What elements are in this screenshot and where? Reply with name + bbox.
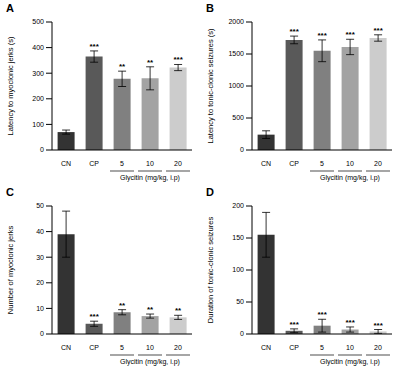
svg-text:10: 10 — [146, 344, 154, 351]
svg-text:0: 0 — [40, 330, 44, 337]
svg-text:1500: 1500 — [228, 50, 244, 57]
svg-text:5: 5 — [120, 344, 124, 351]
svg-text:CP: CP — [89, 160, 99, 167]
svg-text:***: *** — [345, 30, 355, 39]
svg-text:Latency to myoclonic jerks (s): Latency to myoclonic jerks (s) — [8, 36, 15, 135]
svg-text:10: 10 — [146, 160, 154, 167]
svg-text:**: ** — [147, 305, 154, 314]
svg-text:100: 100 — [232, 266, 244, 273]
svg-text:400: 400 — [32, 44, 44, 51]
svg-text:10: 10 — [346, 344, 354, 351]
svg-text:***: *** — [373, 26, 383, 35]
svg-text:**: ** — [119, 301, 126, 310]
svg-text:2000: 2000 — [228, 18, 244, 25]
svg-text:20: 20 — [174, 344, 182, 351]
svg-text:50: 50 — [36, 202, 44, 209]
svg-text:**: ** — [175, 306, 182, 315]
svg-text:***: *** — [317, 310, 327, 319]
svg-text:20: 20 — [374, 344, 382, 351]
svg-text:0: 0 — [240, 146, 244, 153]
html-text:D: D — [206, 186, 214, 198]
svg-text:Glycitin (mg/kg, i.p): Glycitin (mg/kg, i.p) — [120, 358, 180, 366]
html-text:A: A — [6, 2, 14, 14]
html-text:C: C — [6, 186, 14, 198]
svg-text:***: *** — [289, 320, 299, 329]
svg-text:1000: 1000 — [228, 82, 244, 89]
svg-text:Number of myoclonic jerks: Number of myoclonic jerks — [8, 226, 15, 315]
svg-text:Duration of tonic-clonic seizu: Duration of tonic-clonic seizures — [206, 217, 215, 324]
svg-text:***: *** — [317, 31, 327, 40]
svg-text:200: 200 — [232, 202, 244, 209]
html-text:B: B — [206, 2, 214, 14]
svg-text:150: 150 — [232, 234, 244, 241]
svg-text:10: 10 — [36, 305, 44, 312]
svg-text:***: *** — [173, 55, 183, 64]
svg-text:CN: CN — [61, 160, 71, 167]
svg-text:20: 20 — [374, 160, 382, 167]
svg-text:0: 0 — [40, 146, 44, 153]
svg-text:5: 5 — [320, 160, 324, 167]
svg-text:500: 500 — [232, 114, 244, 121]
svg-text:CP: CP — [89, 344, 99, 351]
svg-text:Glycitin (mg/kg, i.p): Glycitin (mg/kg, i.p) — [320, 174, 380, 182]
svg-text:40: 40 — [36, 228, 44, 235]
svg-text:20: 20 — [36, 279, 44, 286]
svg-text:500: 500 — [32, 18, 44, 25]
svg-text:100: 100 — [32, 121, 44, 128]
svg-text:**: ** — [147, 58, 154, 67]
svg-text:CN: CN — [61, 344, 71, 351]
svg-text:CP: CP — [289, 160, 299, 167]
svg-text:10: 10 — [346, 160, 354, 167]
svg-text:**: ** — [119, 62, 126, 71]
svg-text:***: *** — [373, 321, 383, 330]
svg-text:5: 5 — [120, 160, 124, 167]
svg-text:Latency to tonic-clonic seizur: Latency to tonic-clonic seizures (s) — [206, 28, 215, 144]
svg-text:5: 5 — [320, 344, 324, 351]
svg-text:***: *** — [289, 27, 299, 36]
svg-text:CN: CN — [261, 344, 271, 351]
svg-text:CN: CN — [261, 160, 271, 167]
svg-text:Glycitin (mg/kg, i.p): Glycitin (mg/kg, i.p) — [120, 174, 180, 182]
svg-text:***: *** — [89, 42, 99, 51]
svg-text:200: 200 — [32, 95, 44, 102]
svg-text:***: *** — [89, 312, 99, 321]
svg-text:20: 20 — [174, 160, 182, 167]
svg-text:***: *** — [345, 318, 355, 327]
svg-text:CP: CP — [289, 344, 299, 351]
svg-text:50: 50 — [236, 298, 244, 305]
svg-text:300: 300 — [32, 70, 44, 77]
svg-text:0: 0 — [240, 330, 244, 337]
svg-text:Glycitin (mg/kg, i.p): Glycitin (mg/kg, i.p) — [320, 358, 380, 366]
svg-text:30: 30 — [36, 254, 44, 261]
